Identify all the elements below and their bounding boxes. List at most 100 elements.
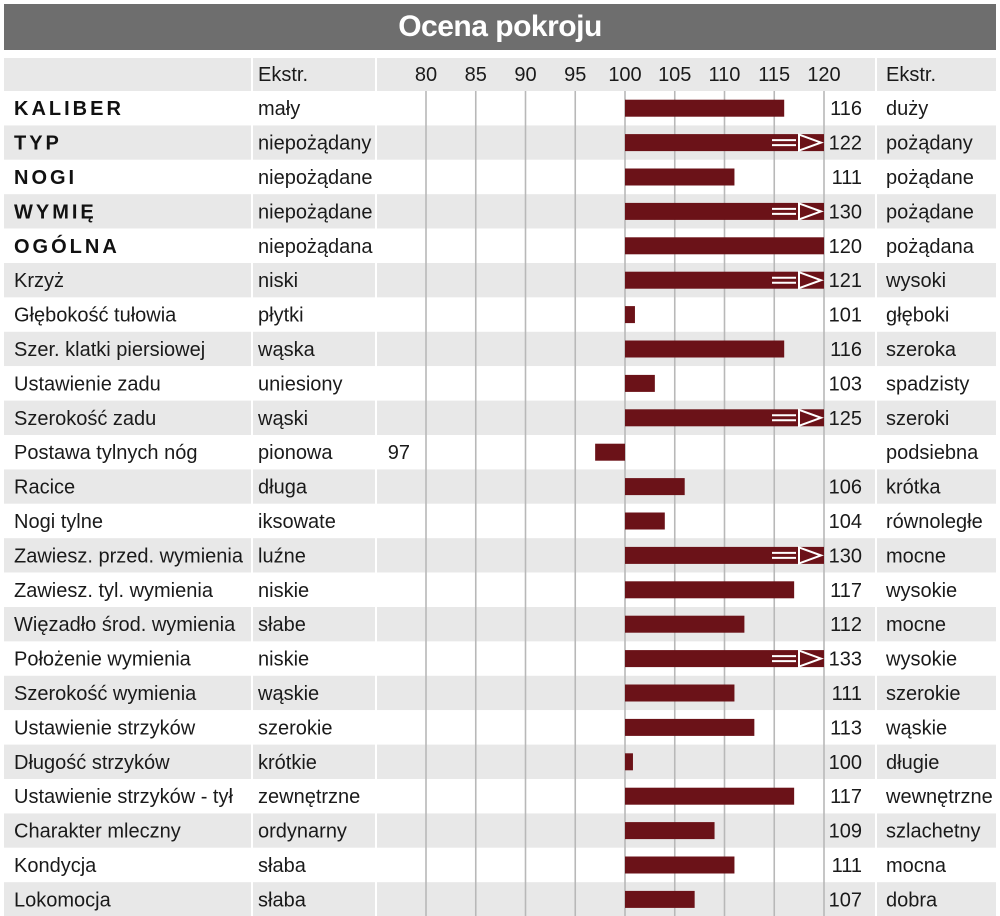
row-extreme-low: niepożądane — [258, 201, 373, 223]
value-label: 111 — [832, 855, 862, 877]
value-label: 125 — [829, 408, 862, 430]
overflow-arrow — [798, 545, 824, 565]
bar — [625, 99, 785, 117]
row-band — [4, 572, 996, 607]
bar — [625, 134, 824, 152]
bar — [625, 856, 735, 874]
row-band — [4, 435, 996, 470]
bar — [625, 822, 715, 840]
bar — [625, 718, 755, 736]
row-label: Długość strzyków — [14, 752, 170, 774]
value-label: 107 — [829, 889, 862, 911]
value-label: 133 — [829, 649, 862, 671]
row-label: Położenie wymienia — [14, 649, 192, 671]
value-label: 103 — [829, 373, 862, 395]
bar — [625, 409, 824, 427]
row-extreme-high: głęboki — [886, 305, 949, 327]
tick-label-95: 95 — [564, 64, 586, 86]
value-label: 130 — [829, 201, 862, 223]
value-label: 121 — [829, 270, 862, 292]
bar — [625, 478, 685, 496]
chart-title: Ocena pokroju — [4, 4, 996, 50]
value-label: 97 — [388, 442, 410, 464]
row-label: NOGI — [14, 167, 77, 189]
row-label: Racice — [14, 477, 75, 499]
row-extreme-high: wysoki — [885, 270, 946, 292]
row-band — [4, 847, 996, 883]
bar — [625, 615, 745, 633]
row-label: Szer. klatki piersiowej — [14, 339, 205, 361]
row-extreme-high: szlachetny — [886, 821, 981, 843]
value-label: 113 — [830, 717, 862, 739]
row-band — [4, 813, 996, 848]
overflow-arrow — [798, 133, 824, 153]
row-band — [4, 779, 996, 814]
value-label: 130 — [829, 545, 862, 567]
row-extreme-low: słaba — [258, 855, 307, 877]
row-band — [4, 263, 996, 298]
row-label: Kondycja — [14, 855, 97, 877]
row-extreme-high: długie — [886, 752, 939, 774]
row-extreme-low: długa — [258, 477, 308, 499]
row-extreme-high: krótka — [886, 477, 941, 499]
bar — [625, 340, 785, 358]
row-label: Ustawienie strzyków - tył — [14, 786, 233, 808]
row-band — [4, 469, 996, 504]
row-band — [4, 744, 996, 779]
row-extreme-high: szeroki — [886, 408, 949, 430]
bar — [625, 787, 795, 805]
row-extreme-high: wysokie — [885, 649, 957, 671]
row-band — [4, 159, 996, 195]
row-extreme-high: szerokie — [886, 683, 960, 705]
row-label: Lokomocja — [14, 889, 112, 911]
bar — [625, 890, 695, 908]
tick-label-105: 105 — [658, 64, 691, 86]
row-extreme-high: mocne — [886, 545, 946, 567]
row-extreme-high: pożądane — [886, 201, 974, 223]
row-label: Nogi tylne — [14, 511, 103, 533]
row-label: Charakter mleczny — [14, 821, 181, 843]
row-label: Ustawienie strzyków — [14, 717, 196, 739]
row-label: Szerokość wymienia — [14, 683, 197, 705]
tick-label-85: 85 — [465, 64, 487, 86]
row-label: Postawa tylnych nóg — [14, 442, 197, 464]
row-extreme-low: uniesiony — [258, 373, 343, 395]
row-label: Więzadło środ. wymienia — [14, 614, 236, 636]
row-extreme-high: mocna — [886, 855, 947, 877]
row-label: OGÓLNA — [14, 234, 120, 258]
row-extreme-low: szerokie — [258, 717, 332, 739]
value-label: 111 — [832, 683, 862, 705]
bar — [625, 168, 735, 186]
row-band — [4, 125, 996, 160]
row-band — [4, 675, 996, 711]
overflow-arrow — [798, 201, 824, 221]
value-label: 120 — [829, 236, 862, 258]
row-label: KALIBER — [14, 98, 124, 120]
tick-label-120: 120 — [807, 64, 840, 86]
row-band — [4, 607, 996, 642]
row-label: Zawiesz. przed. wymienia — [14, 545, 244, 567]
value-label: 112 — [830, 614, 862, 636]
row-band — [4, 194, 996, 229]
row-band — [4, 503, 996, 539]
value-label: 106 — [829, 477, 862, 499]
row-extreme-high: spadzisty — [886, 373, 969, 395]
row-extreme-low: niepożądany — [258, 133, 371, 155]
bar — [625, 650, 824, 668]
row-extreme-low: wąski — [257, 408, 308, 430]
row-extreme-high: wąskie — [885, 717, 947, 739]
bar — [625, 684, 735, 702]
row-extreme-high: równoległe — [886, 511, 983, 533]
value-label: 116 — [830, 339, 862, 361]
row-extreme-low: mały — [258, 98, 300, 120]
row-extreme-high: szeroka — [886, 339, 957, 361]
value-label: 111 — [832, 167, 862, 189]
row-extreme-high: dobra — [886, 889, 938, 911]
row-band — [4, 538, 996, 573]
row-extreme-low: luźne — [258, 545, 306, 567]
row-label: Krzyż — [14, 270, 64, 292]
row-label: Zawiesz. tyl. wymienia — [14, 580, 214, 602]
bar — [625, 374, 655, 392]
row-extreme-low: płytki — [258, 305, 304, 327]
